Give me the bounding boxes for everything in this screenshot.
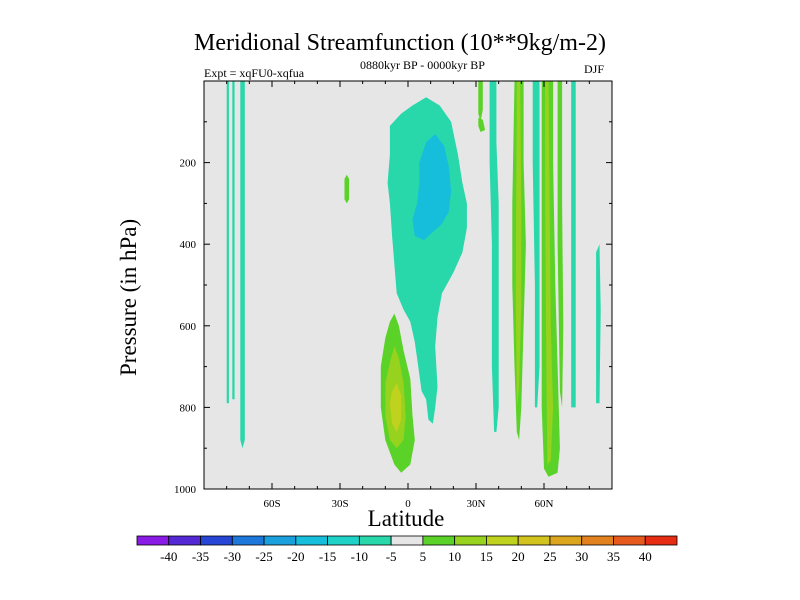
- y-tick-label: 1000: [174, 484, 197, 496]
- colorbar-box: [136, 535, 170, 546]
- colorbar-label: 15: [480, 549, 493, 564]
- colorbar-box: [200, 535, 233, 546]
- colorbar-label: -30: [224, 549, 241, 564]
- contour-region-nh-high-lat-teal-g: [596, 244, 601, 404]
- colorbar-label: 10: [448, 549, 461, 564]
- contour-region-eq-upper-cell-core: [412, 134, 452, 241]
- contour-region-nh-streak-green-a: [478, 81, 483, 122]
- colorbar-label: -5: [386, 549, 397, 564]
- colorbar-box: [581, 535, 614, 546]
- contour-region-sh-midlat-green-blob: [344, 174, 350, 204]
- colorbar-label: 40: [639, 549, 652, 564]
- colorbar-label: -35: [192, 549, 209, 564]
- season-label: DJF: [584, 62, 605, 76]
- x-tick-label: 60N: [535, 498, 554, 510]
- contour-region-sh-high-lat-column-a: [226, 81, 229, 404]
- colorbar-box: [613, 535, 646, 546]
- colorbar-box: [358, 535, 392, 546]
- contour-region-nh-column-teal-a: [489, 81, 499, 432]
- colorbar-label: -25: [255, 549, 272, 564]
- x-tick-label: 0: [405, 498, 411, 510]
- contour-region-nh-column-green-e: [557, 81, 564, 408]
- contour-region-nh-column-green-b-core: [515, 81, 522, 408]
- colorbar-label: 25: [543, 549, 556, 564]
- contour-region-sh-high-lat-column-b: [232, 81, 235, 400]
- x-axis-label: Latitude: [367, 506, 445, 531]
- y-tick-label: 200: [180, 158, 197, 170]
- colorbar-box: [549, 535, 583, 546]
- colorbar-box: [263, 535, 297, 546]
- x-tick-label: 60S: [263, 498, 280, 510]
- experiment-label: Expt = xqFU0-xqfua: [204, 66, 305, 80]
- chart-title: Meridional Streamfunction (10**9kg/m-2): [194, 30, 606, 56]
- colorbar-box: [422, 535, 456, 546]
- contour-region-nh-high-lat-teal-f: [571, 81, 576, 408]
- y-tick-label: 800: [180, 402, 197, 414]
- colorbar-box: [168, 535, 201, 546]
- x-tick-label: 30N: [467, 498, 486, 510]
- contour-region-eq-surface-positive-core: [389, 382, 402, 432]
- contour-region-sh-high-lat-column-c: [240, 81, 245, 449]
- colorbar-label: 5: [420, 549, 427, 564]
- colorbar-box: [454, 535, 487, 546]
- contour-region-nh-column-green-d-core: [545, 81, 554, 465]
- colorbar-label: 35: [607, 549, 620, 564]
- contour-region-nh-streak-green-b: [478, 117, 486, 132]
- x-tick-label: 30S: [331, 498, 348, 510]
- colorbar-box: [644, 535, 678, 546]
- colorbar-box: [231, 535, 265, 546]
- colorbar-label: 20: [512, 549, 525, 564]
- colorbar-box: [486, 535, 519, 546]
- y-tick-label: 400: [180, 239, 197, 251]
- colorbar-label: 30: [575, 549, 588, 564]
- colorbar-label: -40: [160, 549, 177, 564]
- colorbar-box: [390, 535, 424, 546]
- contour-region-nh-column-teal-c: [532, 81, 540, 408]
- period-label: 0880kyr BP - 0000kyr BP: [360, 58, 485, 72]
- colorbar-box: [517, 535, 551, 546]
- colorbar-label: -10: [351, 549, 368, 564]
- colorbar-label: -20: [287, 549, 304, 564]
- colorbar-box: [327, 535, 360, 546]
- y-tick-label: 600: [180, 321, 197, 333]
- colorbar-box: [295, 535, 328, 546]
- colorbar-label: -15: [319, 549, 336, 564]
